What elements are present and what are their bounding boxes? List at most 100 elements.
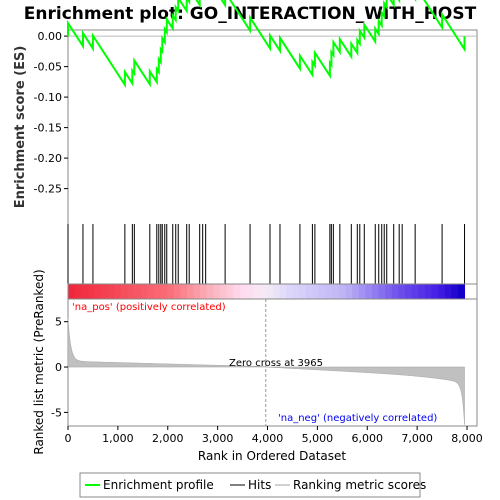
- colorbar-segment: [312, 284, 320, 299]
- colorbar-segment: [372, 284, 380, 299]
- colorbar-segment: [206, 284, 214, 299]
- xtick-label: 3,000: [202, 432, 234, 445]
- xtick-label: 2,000: [152, 432, 184, 445]
- legend: Enrichment profile Hits Ranking metric s…: [79, 472, 426, 498]
- colorbar-segment: [101, 284, 109, 299]
- colorbar-segment: [405, 284, 413, 299]
- colorbar-segment: [319, 284, 327, 299]
- colorbar-segment: [378, 284, 386, 299]
- colorbar-segment: [286, 284, 294, 299]
- hits-panel: [67, 224, 466, 284]
- colorbar-segment: [213, 284, 221, 299]
- colorbar-segment: [398, 284, 406, 299]
- zero-cross-label: Zero cross at 3965: [229, 358, 323, 369]
- colorbar-segment: [444, 284, 452, 299]
- negative-correlation-label: 'na_neg' (negatively correlated): [278, 413, 437, 424]
- ranking-colorbar: [68, 284, 466, 299]
- ranking-metric-panel: 5 0 -5 'na_pos' (positively correlated) Ze…: [51, 298, 478, 427]
- rank-ytick-label: -5: [51, 406, 62, 419]
- colorbar-segment: [140, 284, 148, 299]
- colorbar-segment: [358, 284, 366, 299]
- colorbar-segment: [94, 284, 102, 299]
- colorbar-segment: [239, 284, 247, 299]
- x-axis-ticks: 0 1,000 2,000 3,000 4,000 5,000 6,000 7,000 8,00…: [65, 426, 483, 445]
- colorbar-segment: [391, 284, 399, 299]
- colorbar-segment: [220, 284, 228, 299]
- es-y-ticks: 0.00 -0.05 -0.10 -0.15 -0.20 -0.25: [34, 30, 68, 196]
- colorbar-segment: [305, 284, 314, 299]
- es-ytick-label: -0.10: [34, 91, 62, 104]
- colorbar-segment: [457, 284, 466, 299]
- colorbar-segment: [147, 284, 155, 299]
- xtick-label: 1,000: [102, 432, 134, 445]
- colorbar-segment: [338, 284, 347, 299]
- colorbar-segment: [68, 284, 76, 299]
- colorbar-segment: [279, 284, 287, 299]
- legend-enrichment-label: Enrichment profile: [103, 478, 214, 492]
- chart-title: Enrichment plot: GO_INTERACTION_WITH_HOS…: [24, 4, 477, 24]
- colorbar-segment: [167, 284, 175, 299]
- positive-correlation-label: 'na_pos' (positively correlated): [72, 302, 226, 313]
- colorbar-segment: [120, 284, 128, 299]
- es-panel: 0.00 -0.05 -0.10 -0.15 -0.20 -0.25: [34, 0, 478, 285]
- xtick-label: 6,000: [352, 432, 384, 445]
- colorbar-segment: [266, 284, 274, 299]
- colorbar-segment: [160, 284, 168, 299]
- colorbar-segment: [180, 284, 188, 299]
- xtick-label: 7,000: [401, 432, 433, 445]
- colorbar-segment: [246, 284, 254, 299]
- colorbar-segment: [233, 284, 241, 299]
- colorbar-segment: [272, 284, 280, 299]
- colorbar-segment: [345, 284, 353, 299]
- colorbar-segment: [418, 284, 426, 299]
- xtick-label: 8,000: [451, 432, 483, 445]
- colorbar-segment: [127, 284, 135, 299]
- legend-frame: [79, 472, 421, 498]
- colorbar-segment: [74, 284, 82, 299]
- x-axis-label: Rank in Ordered Dataset: [198, 449, 346, 463]
- es-ytick-label: -0.15: [34, 122, 62, 135]
- hit-lines: [67, 224, 466, 284]
- colorbar-segment: [134, 284, 142, 299]
- rank-plot-frame: [67, 298, 478, 427]
- colorbar-segment: [292, 284, 300, 299]
- colorbar-segment: [186, 284, 195, 299]
- legend-ranking-label: Ranking metric scores: [293, 478, 426, 492]
- colorbar-segment: [200, 284, 208, 299]
- colorbar-segment: [87, 284, 95, 299]
- colorbar-segment: [259, 284, 267, 299]
- colorbar-segment: [81, 284, 89, 299]
- rank-ytick-label: 0: [55, 361, 62, 374]
- es-ylabel: Enrichment score (ES): [13, 46, 28, 209]
- colorbar-segment: [107, 284, 115, 299]
- colorbar-segment: [424, 284, 432, 299]
- legend-hits-label: Hits: [248, 478, 271, 492]
- colorbar-segment: [411, 284, 419, 299]
- xtick-label: 4,000: [252, 432, 284, 445]
- colorbar-segment: [114, 284, 122, 299]
- es-plot-frame: [67, 29, 478, 285]
- es-ytick-label: -0.20: [34, 152, 62, 165]
- colorbar-segment: [299, 284, 307, 299]
- colorbar-segment: [385, 284, 393, 299]
- colorbar-segment: [332, 284, 340, 299]
- xtick-label: 5,000: [302, 432, 334, 445]
- colorbar-segment: [451, 284, 459, 299]
- colorbar-segment: [173, 284, 181, 299]
- es-ytick-label: 0.00: [38, 30, 63, 43]
- rank-y-ticks: 5 0 -5: [51, 316, 68, 419]
- colorbar-segment: [365, 284, 373, 299]
- colorbar-segment: [438, 284, 446, 299]
- colorbar-segment: [226, 284, 234, 299]
- colorbar-segment: [153, 284, 162, 299]
- rank-ytick-label: 5: [55, 316, 62, 329]
- colorbar-segment: [325, 284, 333, 299]
- es-ytick-label: -0.25: [34, 183, 62, 196]
- rank-ylabel: Ranked list metric (PreRanked): [32, 269, 46, 454]
- enrichment-profile-line: [67, 0, 466, 89]
- es-ytick-label: -0.05: [34, 61, 62, 74]
- colorbar-segment: [352, 284, 360, 299]
- xtick-label: 0: [65, 432, 72, 445]
- colorbar-segment: [193, 284, 201, 299]
